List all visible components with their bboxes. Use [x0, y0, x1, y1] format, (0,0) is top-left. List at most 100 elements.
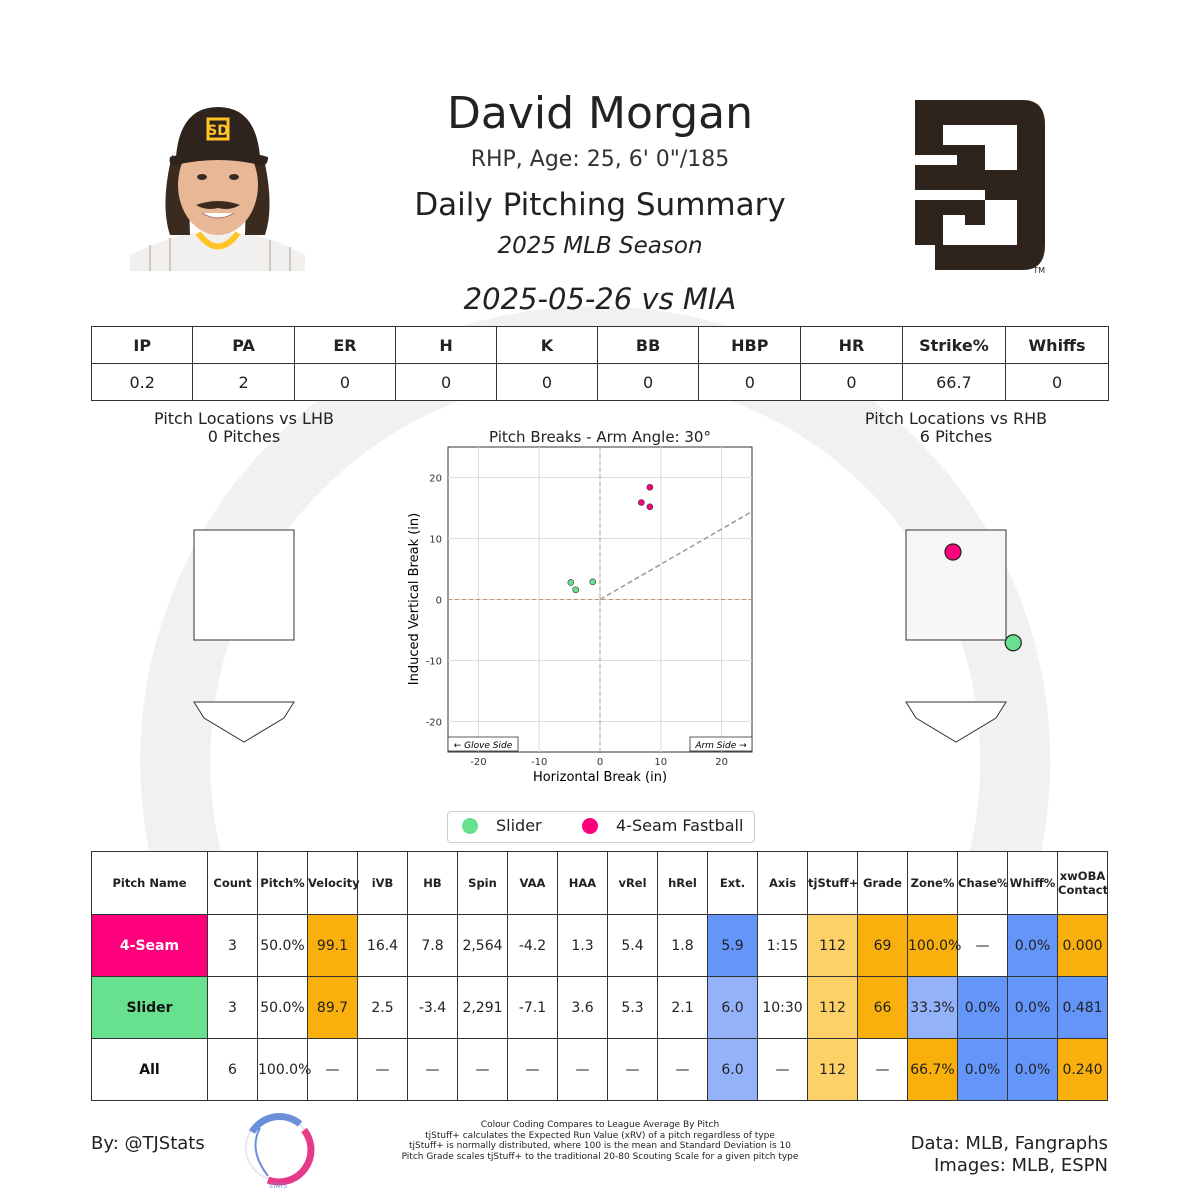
table-cell: 1:15	[757, 914, 808, 977]
table-row: 4-Seam 3 50.0% 99.1 16.4 7.8 2,564 -4.2 1.3 5.4 1.…	[91, 914, 1108, 977]
break-point-4-seam-fastball	[638, 499, 645, 506]
x-tick-label: -10	[531, 757, 547, 768]
x-tick-label: 0	[597, 757, 603, 768]
footer-note: Colour Coding Compares to League Average…	[480, 1120, 720, 1130]
game-title: 2025-05-26 vs MIA	[463, 282, 737, 316]
table-cell: 0.0%	[1007, 914, 1058, 977]
arm-side-annotation: Arm Side →	[694, 741, 747, 751]
location-point-4-seam-fastball	[944, 543, 962, 561]
stat-value-strike-: 66.7	[901, 363, 1007, 401]
table-cell: 3	[207, 914, 258, 977]
table-cell: 2.5	[357, 976, 408, 1039]
lhb-strike-zone	[193, 529, 295, 743]
table-cell: —	[307, 1038, 358, 1101]
break-point-slider	[572, 586, 579, 594]
x-tick-label: 20	[715, 757, 728, 768]
season-label: 2025 MLB Season	[497, 233, 703, 259]
svg-text:SD: SD	[207, 123, 229, 139]
x-tick-label: 10	[654, 757, 667, 768]
y-tick-label: -10	[426, 657, 442, 668]
table-cell: 2.1	[657, 976, 708, 1039]
table-cell: —	[407, 1038, 458, 1101]
stat-header-pa: PA	[192, 326, 295, 364]
table-cell: 3.6	[557, 976, 608, 1039]
table-cell: 112	[807, 976, 858, 1039]
table-cell: 0.0%	[1007, 976, 1058, 1039]
table-cell: 3	[207, 976, 258, 1039]
table-cell: —	[507, 1038, 558, 1101]
y-tick-label: 0	[436, 596, 442, 607]
svg-text:STATS: STATS	[269, 1183, 287, 1190]
x-axis-label: Horizontal Break (in)	[533, 770, 667, 785]
stat-line-table: IP PA ER H K BB HBP HR Strike% Whiffs 0.2 2 0 0 0 0 0 0 6…	[90, 326, 1109, 401]
table-cell: 69	[857, 914, 908, 977]
table-cell: 6.0	[707, 1038, 758, 1101]
column-header: vRel	[607, 851, 658, 915]
table-cell: 10:30	[757, 976, 808, 1039]
table-cell: —	[857, 1038, 908, 1101]
stat-value-pa: 2	[192, 363, 295, 401]
table-cell: 50.0%	[257, 976, 308, 1039]
column-header: Grade	[857, 851, 908, 915]
break-point-4-seam-fastball	[646, 483, 654, 491]
stat-values-row: 0.2 2 0 0 0 0 0 0 66.7 0	[90, 363, 1109, 401]
stat-value-k: 0	[496, 363, 598, 401]
tjstats-logo: STATS	[245, 1113, 315, 1190]
stat-header-strike-: Strike%	[901, 326, 1007, 364]
stat-header-h: H	[395, 326, 498, 364]
column-header: Chase%	[957, 851, 1009, 915]
column-header: Axis	[757, 851, 808, 915]
column-header: hRel	[657, 851, 708, 915]
footer-notes: Colour Coding Compares to League Average…	[370, 1120, 830, 1162]
legend-item-slider: Slider	[462, 816, 542, 835]
break-point-slider	[589, 578, 597, 586]
column-header: Pitch%	[257, 851, 308, 915]
pitch-name-cell: Slider	[91, 976, 208, 1039]
table-cell: 2,564	[457, 914, 508, 977]
stat-value-bb: 0	[596, 363, 700, 401]
table-cell: 50.0%	[257, 914, 308, 977]
column-header: VAA	[507, 851, 558, 915]
location-point-slider	[1004, 634, 1022, 652]
table-cell: 100.0%	[907, 914, 961, 977]
legend-label: Slider	[496, 816, 542, 835]
table-cell: 66.7%	[907, 1038, 958, 1101]
table-cell: —	[607, 1038, 658, 1101]
legend-label: 4-Seam Fastball	[616, 816, 744, 835]
legend-marker	[582, 817, 598, 834]
svg-text:TM: TM	[1032, 266, 1045, 275]
summary-title: Daily Pitching Summary	[414, 187, 786, 223]
player-bio: RHP, Age: 25, 6' 0"/185	[470, 147, 730, 172]
footer-note: tjStuff+ calculates the Expected Run Val…	[425, 1130, 775, 1141]
column-header: Zone%	[907, 851, 958, 915]
y-tick-label: 20	[429, 474, 442, 485]
column-header: Pitch Name	[91, 851, 208, 915]
column-header: Velocity	[307, 851, 360, 915]
y-tick-label: -20	[426, 718, 442, 729]
column-header: Count	[207, 851, 258, 915]
strike-zone-box	[193, 529, 295, 641]
column-header: Ext.	[707, 851, 758, 915]
table-cell: 16.4	[357, 914, 408, 977]
table-cell: 89.7	[307, 976, 358, 1039]
stat-value-hr: 0	[800, 363, 903, 401]
glove-side-annotation: ← Glove Side	[454, 741, 513, 751]
stat-header-hbp: HBP	[698, 326, 802, 364]
rhb-subtitle: 6 Pitches	[919, 427, 993, 446]
rhb-title: Pitch Locations vs RHB	[864, 409, 1048, 428]
table-cell: 1.3	[557, 914, 608, 977]
stat-header-er: ER	[293, 326, 397, 364]
pitch-name-cell: All	[91, 1038, 208, 1101]
legend-marker	[462, 817, 478, 834]
footer-note: Pitch Grade scales tjStuff+ to the tradi…	[401, 1151, 799, 1162]
data-credit: Data: MLB, Fangraphs	[910, 1133, 1108, 1154]
stat-header-k: K	[496, 326, 598, 364]
table-cell: 0.000	[1057, 914, 1108, 977]
footer-note: tjStuff+ is normally distributed, where …	[408, 1141, 792, 1151]
arm-angle-line	[599, 510, 753, 601]
table-cell: 112	[807, 914, 858, 977]
table-cell: -7.1	[507, 976, 558, 1039]
stat-header-hr: HR	[800, 326, 903, 364]
table-cell: —	[357, 1038, 408, 1101]
table-cell: 0.0%	[957, 1038, 1008, 1101]
